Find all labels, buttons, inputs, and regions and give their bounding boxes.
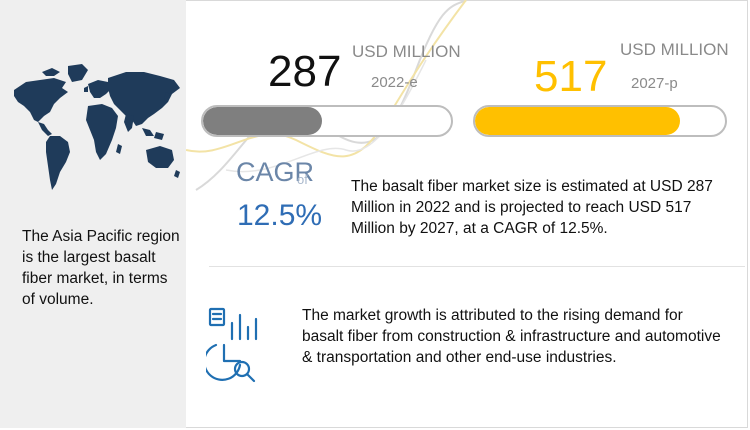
- progress-bar-2027-fill: [475, 107, 680, 135]
- unit-label-2027: USD MILLION: [620, 40, 729, 59]
- market-value-2022: 287: [268, 47, 342, 96]
- year-label-2027: 2027-p: [631, 75, 678, 92]
- world-map-icon: [14, 64, 180, 190]
- progress-bar-2022: [201, 105, 453, 137]
- analytics-chart-icon: [206, 307, 258, 383]
- progress-bar-2022-fill: [203, 107, 323, 135]
- left-panel: The Asia Pacific region is the largest b…: [0, 0, 186, 428]
- asia-pacific-note: The Asia Pacific region is the largest b…: [22, 228, 180, 308]
- market-value-2027: 517: [534, 52, 608, 101]
- market-size-summary: The basalt fiber market size is estimate…: [351, 178, 713, 237]
- cagr-label: CAGR: [236, 157, 315, 187]
- cagr-value: 12.5%: [237, 199, 323, 232]
- progress-bar-2027: [473, 105, 727, 137]
- unit-label-2022: USD MILLION: [352, 42, 461, 61]
- decorative-curves: [186, 0, 470, 191]
- year-label-2022: 2022-e: [371, 74, 418, 91]
- section-divider: [209, 266, 745, 267]
- market-growth-note: The market growth is attributed to the r…: [302, 307, 721, 366]
- cagr-of-label: of: [297, 172, 308, 187]
